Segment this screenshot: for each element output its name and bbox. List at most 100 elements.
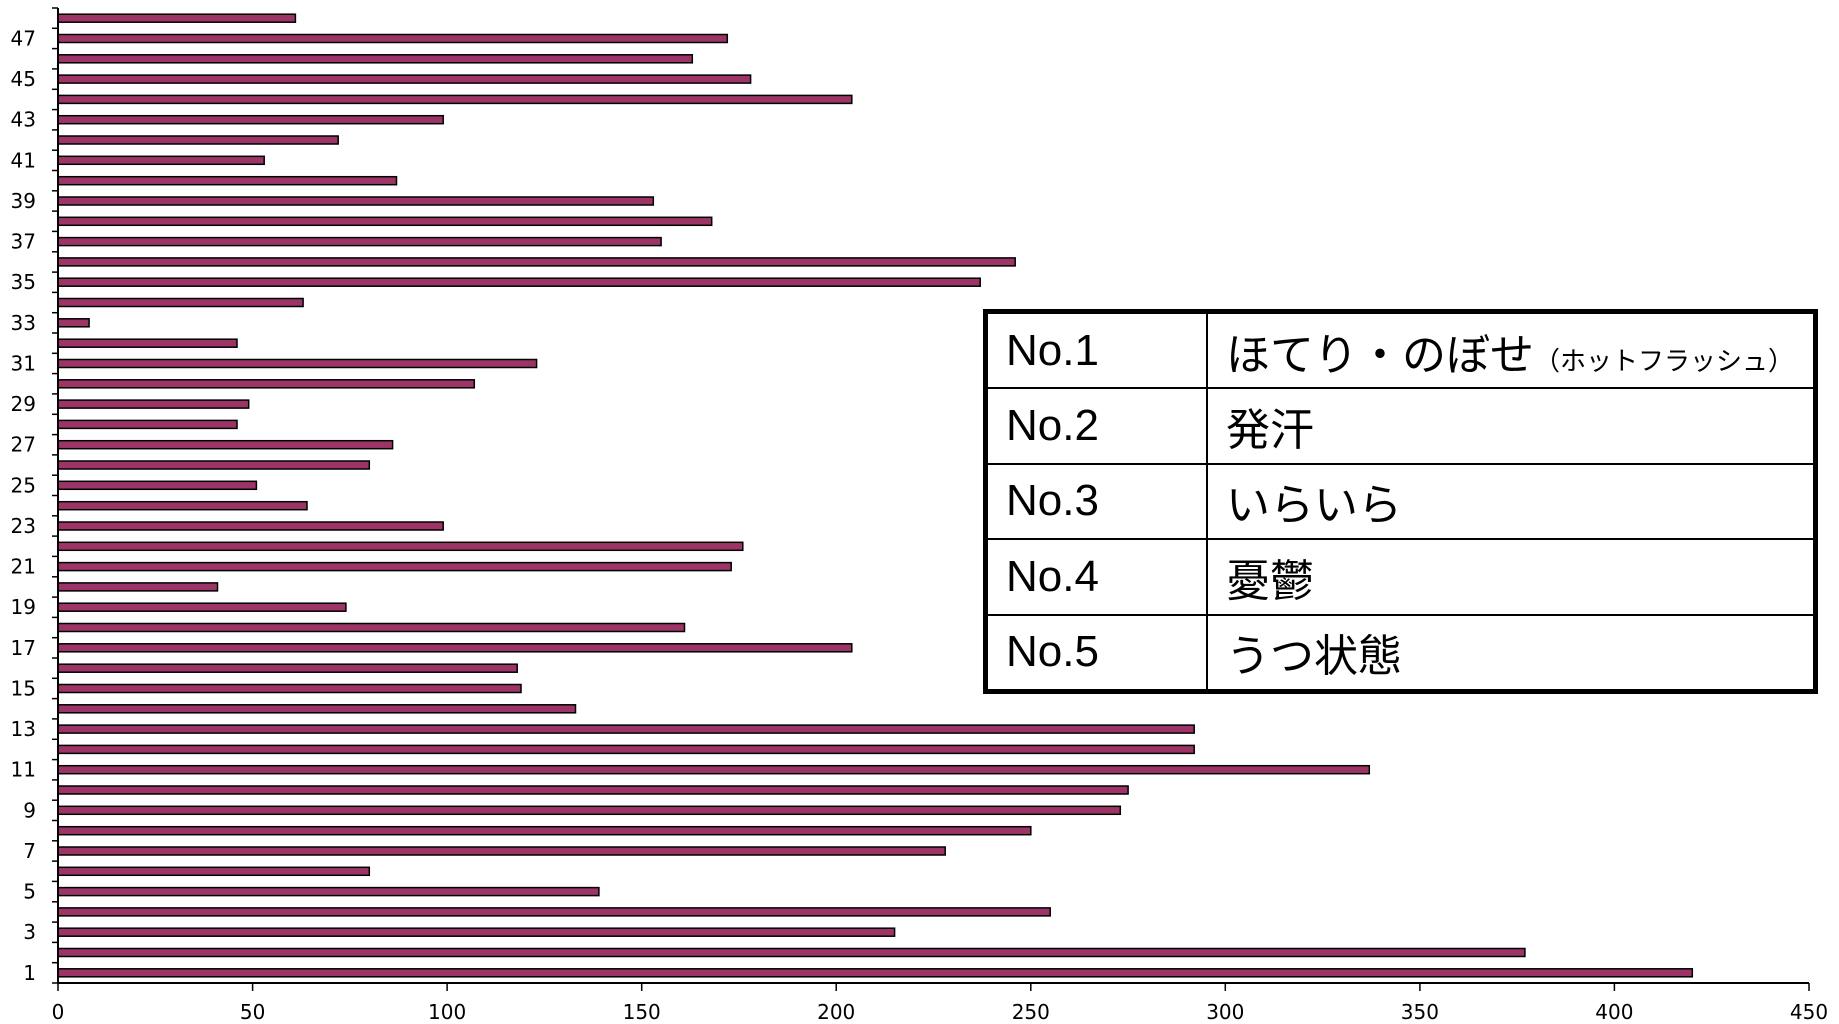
bar-31 <box>57 358 538 369</box>
bar-2 <box>57 947 1526 958</box>
legend-rank: No.5 <box>988 613 1208 689</box>
x-tick-label: 50 <box>240 1000 265 1024</box>
bar-47 <box>57 33 729 44</box>
bar-4 <box>57 907 1051 917</box>
bar-3 <box>57 927 896 937</box>
bar-10 <box>57 785 1129 795</box>
x-axis-ticks: 0 50 100 150 200 250 300 350 400 450 <box>52 983 1828 1024</box>
bar-33 <box>57 318 90 328</box>
y-tick-label: 35 <box>11 270 36 294</box>
bar-1 <box>57 968 1694 978</box>
x-tick-label: 300 <box>1206 1000 1244 1024</box>
y-tick-label: 37 <box>11 230 36 254</box>
bar-6 <box>57 866 371 877</box>
symptom-legend-table: No.1 ほてり・のぼせ（ホットフラッシュ） No.2 発汗 No.3 いらいら… <box>983 309 1818 694</box>
y-tick-label: 27 <box>11 433 36 457</box>
bar-24 <box>57 500 308 511</box>
bar-32 <box>57 338 238 348</box>
x-tick-label: 150 <box>623 1000 661 1024</box>
bar-13 <box>57 724 1195 734</box>
bar-7 <box>57 846 946 856</box>
bar-43 <box>57 114 444 125</box>
legend-row: No.5 うつ状態 <box>988 613 1813 689</box>
legend-label: 発汗 <box>1206 387 1813 465</box>
y-tick-label: 43 <box>11 108 36 132</box>
bar-38 <box>57 216 713 227</box>
bar-19 <box>57 602 347 612</box>
legend-label-text: うつ状態 <box>1226 631 1402 683</box>
legend-label: 憂鬱 <box>1206 538 1813 616</box>
bar-37 <box>57 236 662 247</box>
legend-label: うつ状態 <box>1206 613 1813 689</box>
y-tick-label: 9 <box>23 798 36 822</box>
x-tick-label: 200 <box>817 1000 855 1024</box>
bar-41 <box>57 155 265 166</box>
bars-group <box>57 13 1694 978</box>
legend-label-text: 憂鬱 <box>1226 555 1314 607</box>
x-tick-label: 250 <box>1012 1000 1050 1024</box>
bar-28 <box>57 419 238 430</box>
bar-25 <box>57 480 258 491</box>
bar-42 <box>57 135 339 145</box>
bar-44 <box>57 94 853 105</box>
y-axis-ticks: 1357911131517192123252729313335373941434… <box>11 7 58 985</box>
bar-36 <box>57 257 1016 267</box>
legend-row: No.1 ほてり・のぼせ（ホットフラッシュ） <box>988 314 1813 390</box>
legend-rank: No.4 <box>988 538 1208 616</box>
legend-label: いらいら <box>1206 462 1813 541</box>
y-tick-label: 31 <box>11 352 36 376</box>
bar-34 <box>57 297 304 308</box>
bar-15 <box>57 683 522 694</box>
y-tick-label: 47 <box>11 27 36 51</box>
y-tick-label: 7 <box>23 839 36 863</box>
legend-row: No.4 憂鬱 <box>988 538 1813 616</box>
y-tick-label: 45 <box>11 67 36 91</box>
legend-label: ほてり・のぼせ（ホットフラッシュ） <box>1206 314 1813 390</box>
bar-27 <box>57 439 394 450</box>
legend-rank: No.3 <box>988 462 1208 541</box>
bar-20 <box>57 582 219 592</box>
bar-17 <box>57 643 853 653</box>
bar-5 <box>57 886 600 897</box>
y-tick-label: 15 <box>11 677 36 701</box>
y-tick-label: 5 <box>23 880 36 904</box>
legend-row: No.3 いらいら <box>988 462 1813 541</box>
y-tick-label: 25 <box>11 473 36 497</box>
y-tick-label: 41 <box>11 148 36 172</box>
legend-rank: No.1 <box>988 314 1208 390</box>
bar-48 <box>57 13 297 23</box>
y-tick-label: 11 <box>11 758 36 782</box>
bar-16 <box>57 663 518 673</box>
legend-label-note: （ホットフラッシュ） <box>1534 346 1795 377</box>
bar-30 <box>57 379 476 389</box>
bar-21 <box>57 561 732 572</box>
x-tick-label: 100 <box>428 1000 466 1024</box>
x-tick-label: 0 <box>52 1000 65 1024</box>
y-tick-label: 39 <box>11 189 36 213</box>
y-tick-label: 3 <box>23 920 36 944</box>
bar-26 <box>57 460 371 470</box>
x-tick-label: 450 <box>1790 1000 1828 1024</box>
bar-46 <box>57 54 694 64</box>
bar-12 <box>57 744 1195 755</box>
bar-9 <box>57 805 1122 816</box>
y-tick-label: 21 <box>11 555 36 579</box>
legend-rank: No.2 <box>988 387 1208 465</box>
legend-label-text: ほてり・のぼせ <box>1226 329 1534 381</box>
bar-29 <box>57 399 250 409</box>
bar-14 <box>57 704 577 714</box>
x-tick-label: 350 <box>1401 1000 1439 1024</box>
y-tick-label: 13 <box>11 717 36 741</box>
bar-23 <box>57 521 444 531</box>
legend-row: No.2 発汗 <box>988 387 1813 465</box>
bar-11 <box>57 764 1371 775</box>
bar-35 <box>57 277 981 287</box>
y-tick-label: 23 <box>11 514 36 538</box>
legend-label-text: いらいら <box>1226 480 1402 532</box>
bar-22 <box>57 541 744 552</box>
y-tick-label: 33 <box>11 311 36 335</box>
y-tick-label: 17 <box>11 636 36 660</box>
y-tick-label: 29 <box>11 392 36 416</box>
bar-40 <box>57 175 398 186</box>
bar-8 <box>57 825 1032 836</box>
